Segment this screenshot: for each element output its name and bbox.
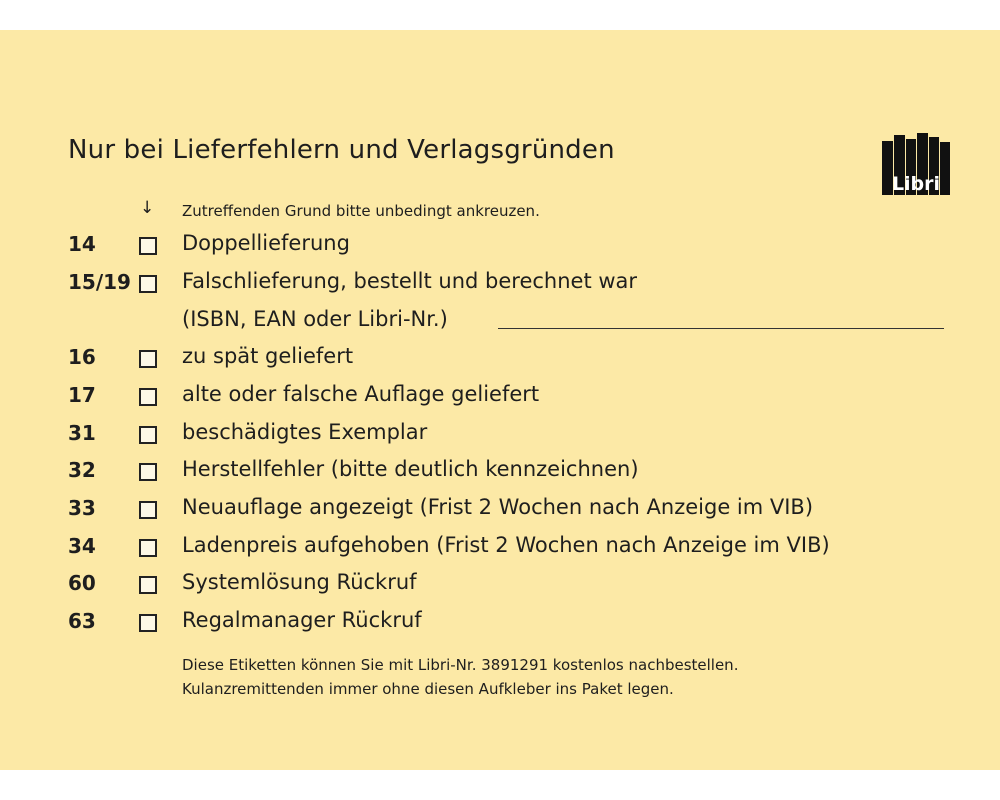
option-label: alte oder falsche Auflage geliefert (182, 382, 540, 406)
option-row-60[interactable]: 60 Systemlösung Rückruf (0, 569, 1000, 599)
checkbox[interactable] (139, 237, 157, 255)
option-label: Ladenpreis aufgehoben (Frist 2 Wochen na… (182, 533, 830, 557)
checkbox[interactable] (139, 275, 157, 293)
option-row-14[interactable]: 14 Doppellieferung (0, 230, 1000, 260)
svg-text:Libri: Libri (892, 173, 940, 195)
option-label: Doppellieferung (182, 231, 350, 255)
option-row-32[interactable]: 32 Herstellfehler (bitte deutlich kennze… (0, 456, 1000, 486)
checkbox[interactable] (139, 388, 157, 406)
option-row-15-19[interactable]: 15/19 Falschlieferung, bestellt und bere… (0, 268, 1000, 298)
option-row-33[interactable]: 33 Neuauflage angezeigt (Frist 2 Wochen … (0, 494, 1000, 524)
return-label: Nur bei Lieferfehlern und Verlagsgründen… (0, 30, 1000, 770)
code: 31 (68, 421, 96, 445)
option-row-17[interactable]: 17 alte oder falsche Auflage geliefert (0, 381, 1000, 411)
option-label: Systemlösung Rückruf (182, 570, 417, 594)
isbn-label: (ISBN, EAN oder Libri-Nr.) (182, 307, 448, 331)
footer-note-reorder: Diese Etiketten können Sie mit Libri-Nr.… (182, 656, 739, 674)
isbn-row: (ISBN, EAN oder Libri-Nr.) (0, 306, 1000, 336)
code: 17 (68, 383, 96, 407)
code: 34 (68, 534, 96, 558)
checkbox[interactable] (139, 614, 157, 632)
code: 63 (68, 609, 96, 633)
hint-text: Zutreffenden Grund bitte unbedingt ankre… (182, 202, 540, 220)
code: 16 (68, 345, 96, 369)
option-row-34[interactable]: 34 Ladenpreis aufgehoben (Frist 2 Wochen… (0, 532, 1000, 562)
page-title: Nur bei Lieferfehlern und Verlagsgründen (68, 135, 615, 165)
option-label: Herstellfehler (bitte deutlich kennzeich… (182, 457, 639, 481)
code: 60 (68, 571, 96, 595)
option-label: zu spät geliefert (182, 344, 354, 368)
footer-note-goodwill: Kulanzremittenden immer ohne diesen Aufk… (182, 680, 674, 698)
option-row-16[interactable]: 16 zu spät geliefert (0, 343, 1000, 373)
checkbox[interactable] (139, 463, 157, 481)
arrow-down-icon: ↓ (140, 198, 155, 218)
option-label: Regalmanager Rückruf (182, 608, 422, 632)
libri-logo: Libri (882, 133, 950, 195)
option-label: Neuauflage angezeigt (Frist 2 Wochen nac… (182, 495, 814, 519)
checkbox[interactable] (139, 501, 157, 519)
code: 15/19 (68, 270, 131, 294)
code: 32 (68, 458, 96, 482)
option-row-31[interactable]: 31 beschädigtes Exemplar (0, 419, 1000, 449)
code: 33 (68, 496, 96, 520)
checkbox[interactable] (139, 350, 157, 368)
checkbox[interactable] (139, 539, 157, 557)
option-label: Falschlieferung, bestellt und berechnet … (182, 269, 638, 293)
option-row-63[interactable]: 63 Regalmanager Rückruf (0, 607, 1000, 637)
isbn-write-line[interactable] (498, 328, 944, 329)
checkbox[interactable] (139, 576, 157, 594)
checkbox[interactable] (139, 426, 157, 444)
code: 14 (68, 232, 96, 256)
option-label: beschädigtes Exemplar (182, 420, 428, 444)
